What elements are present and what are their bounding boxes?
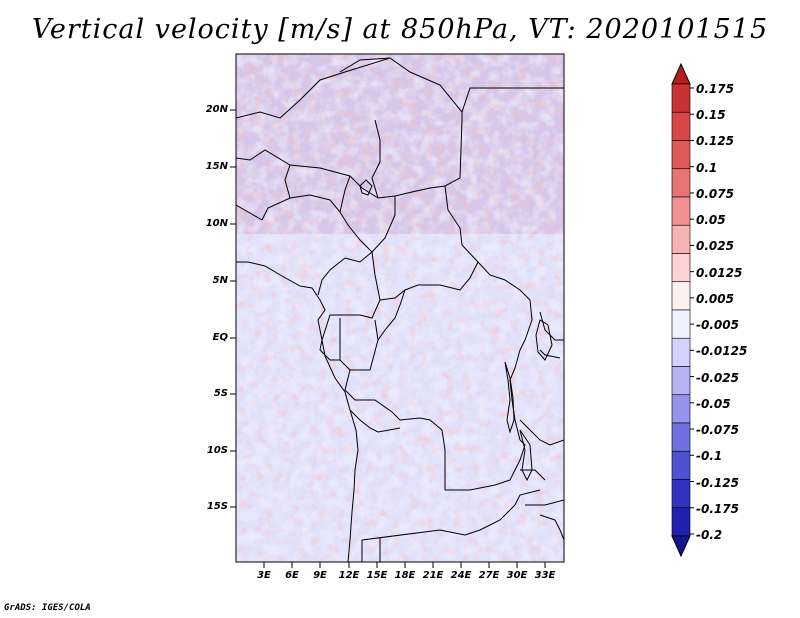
- lon-label: 18E: [394, 570, 416, 581]
- colorbar-label: -0.075: [696, 423, 739, 438]
- lat-label: 5S: [213, 388, 228, 399]
- lat-label: 15N: [205, 161, 228, 172]
- lon-label: 3E: [257, 570, 271, 581]
- lon-label: 24E: [450, 570, 472, 581]
- footer-credit: GrADS: IGES/COLA: [4, 603, 91, 613]
- colorbar-label: -0.2: [696, 528, 723, 542]
- lon-label: 12E: [338, 570, 360, 581]
- map-plot-area: [236, 54, 564, 562]
- colorbar-label: -0.05: [696, 396, 731, 411]
- colorbar-swatch: [671, 111, 691, 141]
- lon-label: 21E: [422, 570, 444, 581]
- lat-label: 20N: [205, 104, 228, 115]
- colorbar-swatch: [671, 309, 691, 339]
- lon-label: 6E: [285, 570, 299, 581]
- colorbar-swatch: [671, 140, 691, 170]
- coastline: [236, 179, 553, 562]
- lon-label: 27E: [478, 570, 500, 581]
- colorbar-swatch: [671, 479, 691, 509]
- colorbar-label: 0.175: [696, 82, 734, 96]
- country-borders: [236, 57, 564, 562]
- colorbar-swatch: [671, 337, 691, 367]
- colorbar-swatch: [671, 224, 691, 254]
- colorbar-top-arrow: [671, 62, 691, 85]
- colorbar-swatch: [671, 281, 691, 311]
- lon-ticks: [263, 562, 546, 568]
- colorbar-swatch: [671, 83, 691, 113]
- lat-label: EQ: [212, 332, 228, 343]
- colorbar-label: -0.175: [696, 501, 739, 516]
- lon-label: 9E: [313, 570, 327, 581]
- lon-label: 33E: [534, 570, 556, 581]
- colorbar: [671, 62, 694, 558]
- lat-label: 10N: [205, 218, 228, 229]
- colorbar-label: 0.075: [696, 186, 734, 201]
- colorbar-label: 0.0125: [696, 265, 743, 280]
- lon-label: 15E: [366, 570, 388, 581]
- lat-ticks: [230, 109, 236, 508]
- colorbar-label: -0.1: [696, 449, 723, 464]
- colorbar-swatch: [671, 253, 691, 283]
- colorbar-label: -0.005: [696, 318, 739, 333]
- colorbar-label: 0.125: [696, 134, 734, 149]
- colorbar-label: 0.005: [696, 291, 734, 306]
- colorbar-label: -0.125: [696, 475, 739, 490]
- colorbar-label: 0.15: [696, 108, 726, 123]
- colorbar-label: 0.1: [696, 160, 718, 175]
- lat-label: 10S: [206, 445, 228, 456]
- colorbar-swatch: [671, 196, 691, 226]
- map-title: Vertical velocity [m/s] at 850hPa, VT: 2…: [31, 14, 769, 45]
- colorbar-label: 0.025: [696, 239, 734, 254]
- colorbar-swatch: [671, 168, 691, 198]
- colorbar-swatch: [671, 450, 691, 480]
- colorbar-swatch: [671, 394, 691, 424]
- colorbar-swatch: [671, 507, 691, 537]
- colorbar-bottom-arrow: [671, 535, 691, 558]
- colorbar-label: -0.025: [696, 370, 739, 385]
- lat-label: 5N: [212, 275, 228, 286]
- colorbar-label: 0.05: [696, 213, 726, 228]
- colorbar-swatch: [671, 422, 691, 452]
- colorbar-swatch: [671, 366, 691, 396]
- colorbar-label: -0.0125: [696, 344, 748, 359]
- plot-frame: [235, 53, 565, 563]
- lon-label: 30E: [506, 570, 528, 581]
- lat-label: 15S: [206, 501, 228, 512]
